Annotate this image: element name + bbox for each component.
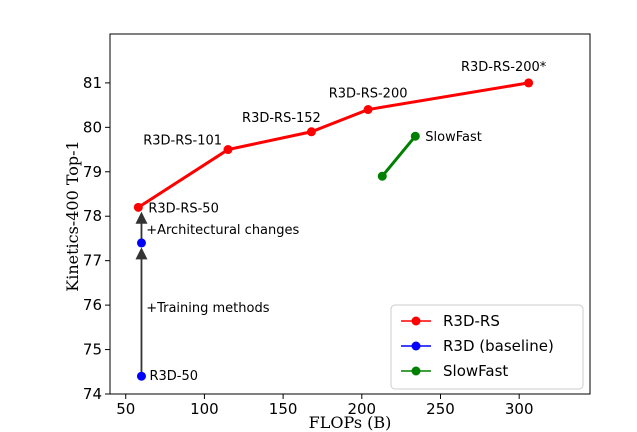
data-point-slowfast: [377, 171, 387, 181]
legend: R3D-RS R3D (baseline) SlowFast: [390, 304, 584, 390]
data-point-slowfast: [410, 131, 420, 141]
y-tick-label: 80: [83, 118, 102, 136]
arrow-head: [135, 211, 148, 224]
point-labels: R3D-RS-50 R3D-RS-101 R3D-RS-152 R3D-RS-200 R…: [143, 60, 547, 384]
y-tick-label: 76: [83, 296, 102, 314]
data-point-r3d-rs: [363, 105, 373, 115]
data-point-r3d-rs: [223, 145, 233, 155]
y-tick-label: 78: [83, 207, 102, 225]
y-axis: 74 75 76 77 78 79 80 81: [83, 74, 110, 403]
x-tick-label: 250: [426, 400, 455, 418]
legend-marker-slowfast: [411, 366, 421, 376]
legend-label-slowfast: SlowFast: [443, 362, 508, 380]
point-label: R3D-RS-200*: [461, 60, 547, 75]
annotation: +Architectural changes: [146, 223, 299, 238]
data-points: [133, 78, 534, 381]
point-label: R3D-RS-101: [143, 134, 222, 149]
arrow-head: [135, 247, 148, 260]
y-tick-label: 79: [83, 163, 102, 181]
y-tick-label: 74: [83, 385, 102, 403]
point-label: R3D-50: [149, 369, 198, 384]
plot-area: [109, 33, 591, 395]
legend-label-r3d-baseline: R3D (baseline): [443, 337, 554, 355]
y-tick-label: 77: [83, 252, 102, 270]
point-label: R3D-RS-152: [242, 111, 321, 126]
data-point-r3d-baseline: [136, 371, 146, 381]
legend-marker-r3d-rs: [411, 316, 421, 326]
data-point-r3d-rs: [524, 78, 534, 88]
x-tick-label: 50: [116, 400, 135, 418]
point-label: R3D-RS-50: [148, 201, 219, 216]
legend-box: [390, 304, 584, 390]
y-tick-label: 81: [83, 74, 102, 92]
legend-label-r3d-rs: R3D-RS: [443, 312, 500, 330]
plot-frame: [109, 33, 591, 395]
x-tick-label: 200: [347, 400, 376, 418]
data-point-r3d-rs: [306, 127, 316, 137]
y-axis-label: Kinetics-400 Top-1: [63, 140, 82, 291]
series-line-slowfast: [381, 135, 417, 178]
annotation: +Training methods: [146, 301, 270, 316]
y-tick-label: 75: [83, 341, 102, 359]
point-label: R3D-RS-200: [329, 87, 408, 102]
data-point-r3d-rs: [133, 202, 143, 212]
x-tick-label: 100: [190, 400, 219, 418]
x-axis: 50 100 150 200 250 300: [116, 394, 534, 418]
data-point-r3d-baseline: [136, 238, 146, 248]
x-tick-label: 300: [505, 400, 534, 418]
x-axis-label: FLOPs (B): [309, 413, 392, 432]
point-label: SlowFast: [425, 130, 482, 145]
x-tick-label: 150: [269, 400, 298, 418]
legend-marker-r3d-baseline: [411, 341, 421, 351]
